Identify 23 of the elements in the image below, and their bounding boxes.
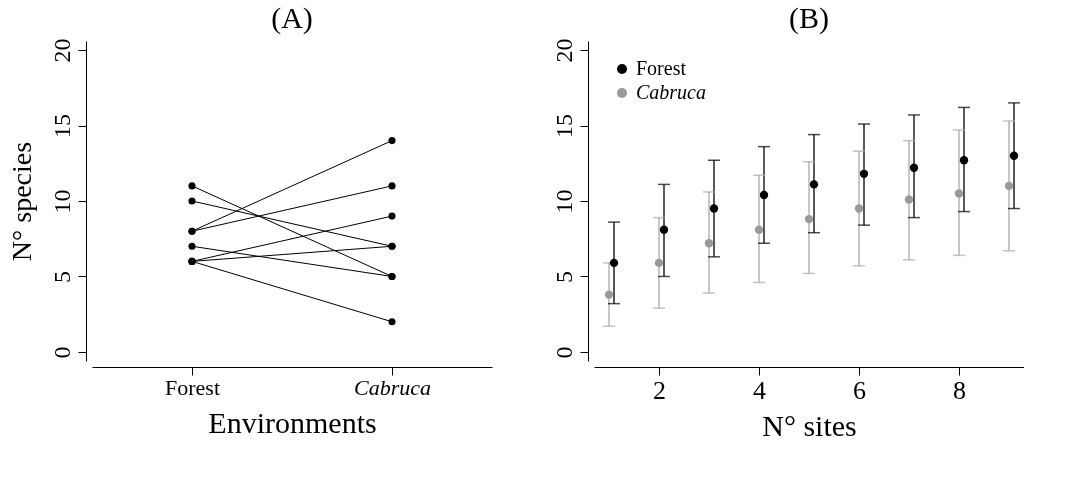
x-axis-title: N° sites xyxy=(762,408,857,442)
x-tick-label: 2 xyxy=(653,375,666,405)
legend-label: Cabruca xyxy=(636,81,706,103)
y-axis-title: N° species xyxy=(5,141,37,262)
chart-title: (A) xyxy=(271,1,313,36)
y-tick-label: 15 xyxy=(550,114,577,139)
y-tick-label: 20 xyxy=(48,38,75,63)
y-tick-label: 15 xyxy=(48,114,75,139)
y-tick-label: 10 xyxy=(48,189,75,214)
y-tick-label: 5 xyxy=(48,270,75,283)
x-tick-label: Forest xyxy=(165,374,220,400)
x-tick-label: Cabruca xyxy=(354,374,431,400)
x-tick-label: 4 xyxy=(753,375,766,405)
chart-title: (B) xyxy=(789,1,829,36)
x-axis-title: Environments xyxy=(208,405,377,439)
y-tick-label: 20 xyxy=(550,38,577,63)
y-tick-label: 0 xyxy=(48,346,75,359)
legend-label: Forest xyxy=(636,57,687,79)
y-tick-label: 0 xyxy=(550,346,577,359)
y-tick-label: 5 xyxy=(550,270,577,283)
x-tick-label: 8 xyxy=(953,375,966,405)
x-tick-label: 6 xyxy=(853,375,866,405)
y-tick-label: 10 xyxy=(550,189,577,214)
